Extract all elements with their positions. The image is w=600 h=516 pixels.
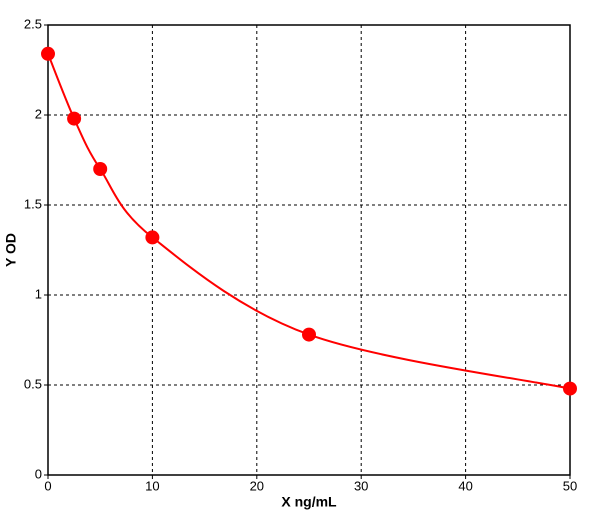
data-point bbox=[302, 327, 316, 342]
data-point bbox=[93, 162, 108, 176]
data-point bbox=[41, 46, 55, 61]
data-point bbox=[67, 111, 82, 126]
y-tick-label: 1 bbox=[35, 286, 42, 301]
x-axis-label: X ng/mL bbox=[281, 494, 337, 510]
y-tick-label: 2.5 bbox=[24, 16, 42, 31]
y-axis-label: Y OD bbox=[3, 233, 19, 267]
data-point bbox=[145, 230, 160, 245]
y-tick-label: 0 bbox=[35, 466, 42, 481]
x-tick-label: 50 bbox=[563, 478, 577, 493]
x-tick-label: 20 bbox=[250, 478, 264, 493]
x-tick-label: 10 bbox=[145, 478, 159, 493]
y-tick-label: 2 bbox=[35, 106, 42, 121]
data-point bbox=[563, 381, 577, 396]
plot-frame bbox=[47, 24, 571, 476]
y-tick-label: 0.5 bbox=[24, 376, 42, 391]
x-tick-label: 0 bbox=[44, 478, 51, 493]
x-tick-label: 30 bbox=[354, 478, 368, 493]
x-tick-label: 40 bbox=[458, 478, 472, 493]
y-tick-label: 1.5 bbox=[24, 196, 42, 211]
